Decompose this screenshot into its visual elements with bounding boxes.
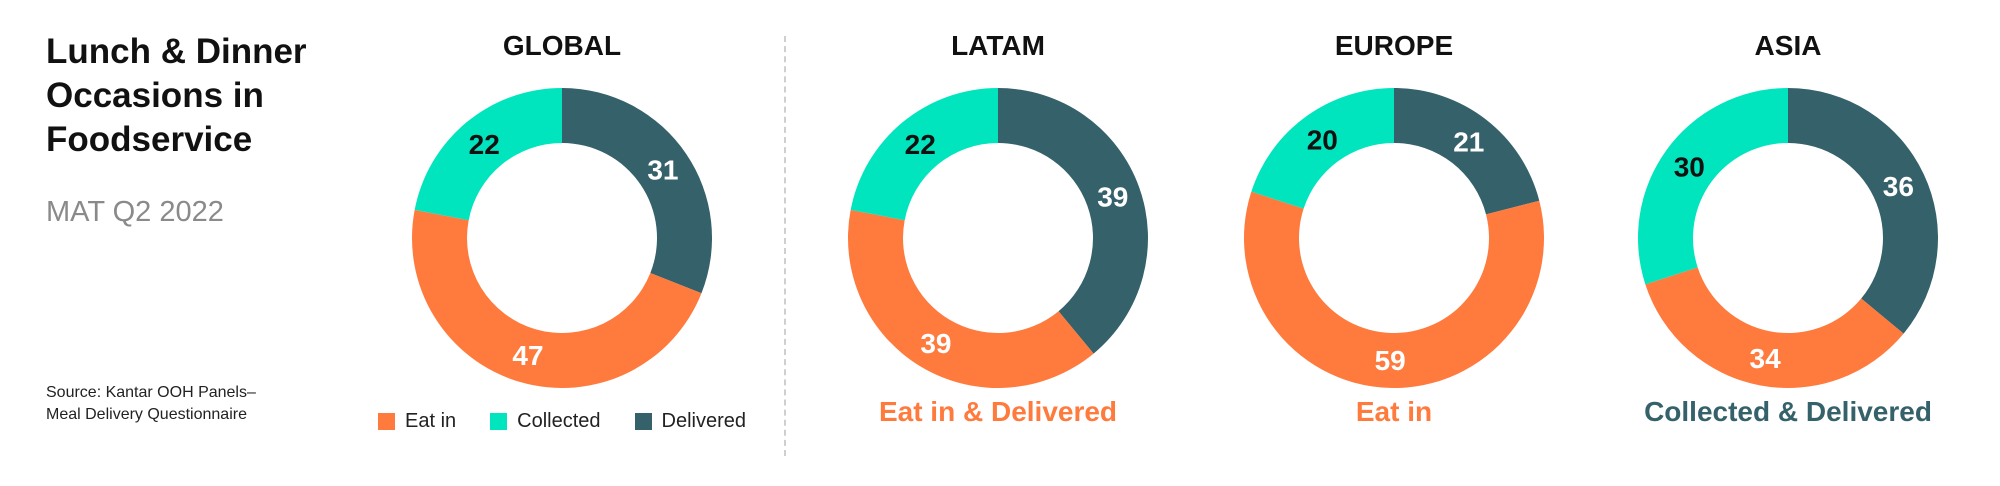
data-label-delivered: 31 [647,154,678,185]
data-label-eat-in: 34 [1750,343,1782,374]
donut-segment-collected [1638,88,1788,285]
source-note: Source: Kantar OOH Panels–Meal Delivery … [46,384,256,423]
donut-chart-latam: 39 39 22 [848,88,1148,389]
legend: Eat in Collected Delivered [378,406,746,436]
chart-title-global: GLOBAL [502,30,622,61]
data-label-collected: 20 [1307,124,1338,155]
page-title: Lunch & Dinner Occasions in Foodservice [46,32,307,159]
chart-title-asia: ASIA [1754,30,1822,61]
page-subtitle: MAT Q2 2022 [46,196,224,228]
data-label-collected: 22 [469,129,500,160]
donut-segment-collected [414,88,562,221]
legend-item-collected: Collected [490,409,601,433]
legend-label-collected: Collected [517,409,601,432]
legend-swatch-collected [490,412,508,430]
section-divider [784,36,786,456]
donut-segment-collected [850,88,998,221]
data-label-delivered: 21 [1453,127,1484,158]
donut-global: 31 47 22 [402,78,722,398]
donut-asia: 36 34 30 [1628,78,1948,398]
data-label-eat-in: 47 [512,340,543,371]
legend-item-delivered: Delivered [634,409,747,433]
donut-segment-eat-in [1244,191,1544,388]
data-label-eat-in: 39 [920,328,951,359]
donut-chart-europe: 21 59 20 [1244,88,1544,388]
legend-label-delivered: Delivered [661,409,747,432]
chart-title-europe: EUROPE [1334,30,1454,61]
data-label-collected: 22 [905,129,936,160]
chart-title-latam: LATAM [951,30,1045,61]
caption-latam: Eat in & Delivered [878,396,1118,427]
donut-chart-asia: 36 34 30 [1638,88,1938,389]
donut-segment-delivered [1394,88,1540,215]
caption-europe: Eat in [1355,396,1433,427]
legend-swatch-eat-in [378,412,395,430]
donut-segment-delivered [562,88,712,294]
donut-segment-delivered [998,88,1148,354]
donut-latam: 39 39 22 [838,78,1158,398]
data-label-collected: 30 [1674,151,1705,182]
caption-asia: Collected & Delivered [1644,396,1932,427]
donut-europe: 21 59 20 [1234,78,1554,398]
legend-swatch-delivered [634,412,652,430]
data-label-delivered: 39 [1097,182,1128,213]
donut-chart-global: 31 47 22 [411,88,712,389]
data-label-eat-in: 59 [1375,345,1406,376]
legend-item-eat-in: Eat in [378,410,456,433]
legend-label-eat-in: Eat in [405,409,457,432]
donut-segment-delivered [1788,88,1938,334]
donut-segment-eat-in [411,209,702,389]
data-label-delivered: 36 [1883,171,1914,202]
donut-segment-collected [1251,88,1394,209]
donut-segment-eat-in [1645,267,1904,389]
donut-segment-eat-in [848,209,1094,389]
